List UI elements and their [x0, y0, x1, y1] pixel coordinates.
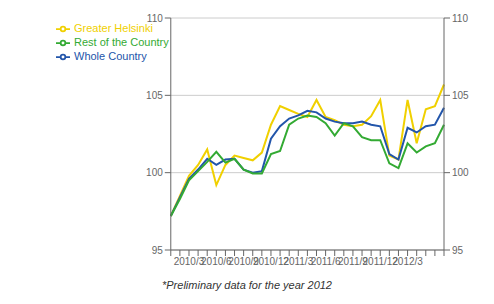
svg-text:2010/6: 2010/6	[201, 256, 232, 268]
svg-text:105: 105	[452, 90, 469, 101]
svg-text:2010/3: 2010/3	[173, 256, 205, 268]
svg-text:100: 100	[146, 167, 163, 178]
svg-text:2011/9: 2011/9	[338, 256, 368, 268]
svg-text:2011/3: 2011/3	[283, 256, 313, 267]
html-text:Whole Country: Whole Country	[74, 50, 147, 63]
html-text:*Preliminary data for the year: *Preliminary data for the year 2012	[162, 279, 332, 291]
svg-text:105: 105	[146, 90, 163, 101]
svg-text:110: 110	[452, 13, 468, 24]
svg-text:110: 110	[147, 13, 163, 24]
svg-text:2011/12: 2011/12	[362, 256, 398, 268]
svg-text:2010/9: 2010/9	[228, 256, 259, 268]
svg-text:2010/12: 2010/12	[252, 256, 289, 268]
svg-text:95: 95	[452, 245, 464, 256]
svg-text:95: 95	[152, 245, 164, 256]
html-text:Greater Helsinki: Greater Helsinki	[74, 22, 153, 34]
svg-text:100: 100	[452, 167, 469, 178]
html-text:Rest of the Country: Rest of the Country	[74, 36, 169, 49]
svg-text:2012/3: 2012/3	[392, 256, 423, 267]
svg-text:2011/6: 2011/6	[311, 256, 341, 267]
